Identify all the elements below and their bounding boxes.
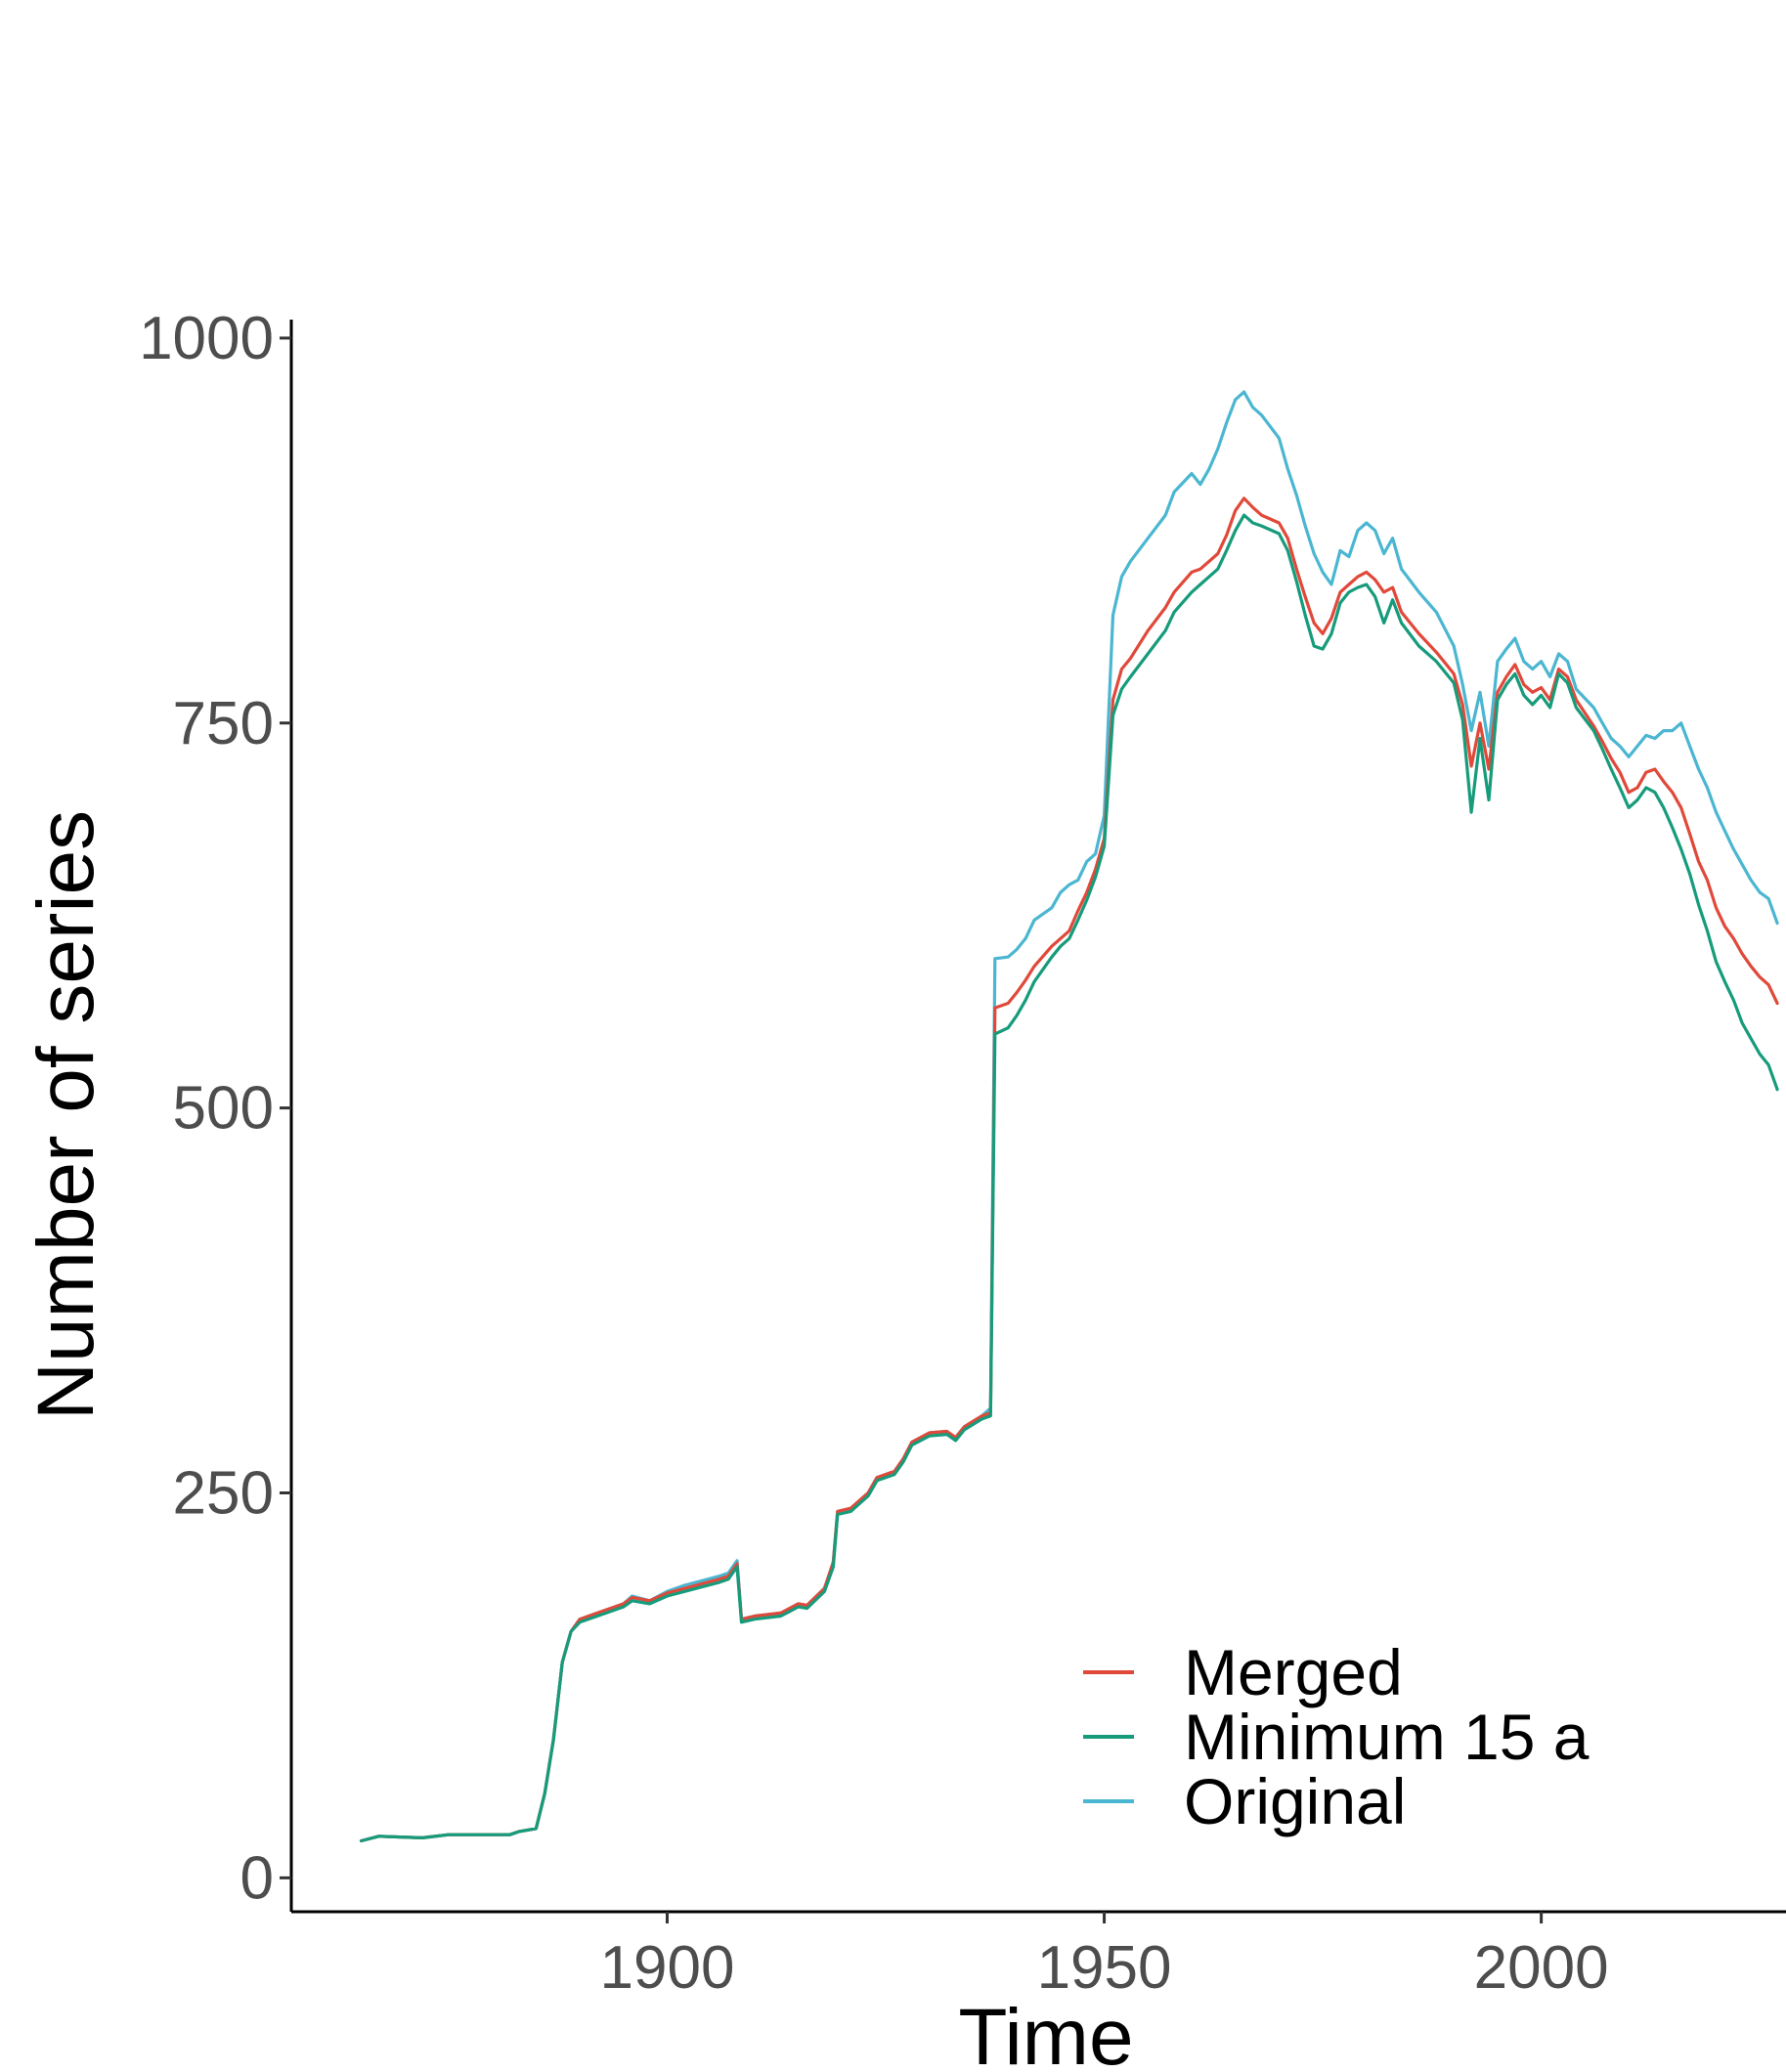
y-axis-title: Number of series	[22, 810, 110, 1420]
y-tick-label: 0	[240, 1844, 274, 1912]
plot-area: 0 250 500 750 1000 1900 1950 2000	[139, 305, 1786, 2002]
series-line-minimum-15-a	[359, 513, 1779, 1843]
legend-label-original: Original	[1184, 1765, 1406, 1837]
series-line-merged	[359, 496, 1779, 1843]
y-tick-label: 250	[173, 1459, 274, 1527]
series-layer	[359, 390, 1779, 1843]
legend-label-merged: Merged	[1184, 1636, 1403, 1708]
y-axis-ticks: 0 250 500 750 1000	[139, 305, 291, 1912]
legend-label-minimum-15-a: Minimum 15 a	[1184, 1701, 1590, 1773]
x-tick-label: 1900	[600, 1934, 735, 2002]
x-axis-title: Time	[958, 1993, 1133, 2072]
x-tick-label: 1950	[1037, 1934, 1172, 2002]
series-line-original	[359, 390, 1779, 1843]
x-axis-ticks: 1900 1950 2000	[600, 1912, 1609, 2002]
y-tick-label: 1000	[139, 305, 274, 372]
x-tick-label: 2000	[1474, 1934, 1609, 2002]
y-tick-label: 500	[173, 1075, 274, 1143]
y-tick-label: 750	[173, 690, 274, 757]
